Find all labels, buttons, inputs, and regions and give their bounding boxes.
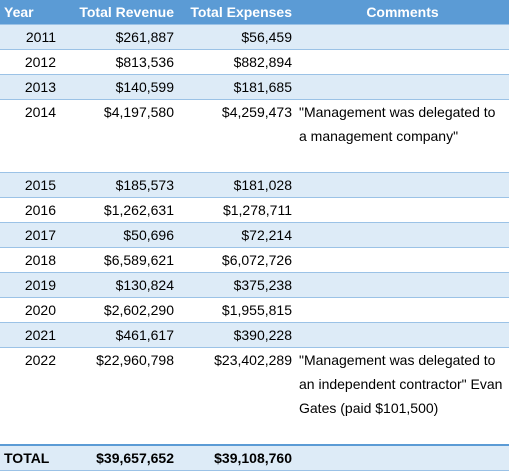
header-year[interactable]: Year bbox=[0, 0, 62, 25]
table-row: 2011 $261,887 $56,459 bbox=[0, 24, 509, 50]
revenue-cell[interactable]: $50,696 bbox=[62, 222, 178, 248]
table-row: 2019 $130,824 $375,238 bbox=[0, 272, 509, 298]
expenses-cell[interactable]: $56,459 bbox=[178, 24, 296, 50]
comment-cell[interactable] bbox=[296, 322, 509, 348]
revenue-cell[interactable]: $130,824 bbox=[62, 272, 178, 298]
year-cell[interactable]: 2012 bbox=[0, 49, 62, 75]
expenses-cell[interactable]: $181,028 bbox=[178, 172, 296, 198]
year-cell[interactable]: 2017 bbox=[0, 222, 62, 248]
comment-cell[interactable] bbox=[296, 49, 509, 75]
expenses-cell[interactable]: $375,238 bbox=[178, 272, 296, 298]
table-row: 2014 $4,197,580 $4,259,473 "Management w… bbox=[0, 99, 509, 173]
revenue-cell[interactable]: $4,197,580 bbox=[62, 99, 178, 173]
table-row: 2018 $6,589,621 $6,072,726 bbox=[0, 247, 509, 273]
year-cell[interactable]: 2013 bbox=[0, 74, 62, 100]
comment-cell[interactable] bbox=[296, 172, 509, 198]
total-comment-cell[interactable] bbox=[296, 444, 509, 471]
year-cell[interactable]: 2022 bbox=[0, 347, 62, 445]
year-cell[interactable]: 2018 bbox=[0, 247, 62, 273]
comment-cell[interactable]: "Management was delegated to a managemen… bbox=[296, 99, 509, 173]
comment-cell[interactable] bbox=[296, 222, 509, 248]
comment-cell[interactable] bbox=[296, 74, 509, 100]
revenue-cell[interactable]: $2,602,290 bbox=[62, 297, 178, 323]
revenue-cell[interactable]: $261,887 bbox=[62, 24, 178, 50]
year-cell[interactable]: 2019 bbox=[0, 272, 62, 298]
table-row: 2020 $2,602,290 $1,955,815 bbox=[0, 297, 509, 323]
header-row: Year Total Revenue Total Expenses Commen… bbox=[0, 0, 509, 25]
header-comments[interactable]: Comments bbox=[296, 0, 509, 25]
comment-cell[interactable]: "Management was delegated to an independ… bbox=[296, 347, 509, 445]
revenue-cell[interactable]: $140,599 bbox=[62, 74, 178, 100]
table-row: 2016 $1,262,631 $1,278,711 bbox=[0, 197, 509, 223]
revenue-cell[interactable]: $22,960,798 bbox=[62, 347, 178, 445]
year-cell[interactable]: 2011 bbox=[0, 24, 62, 50]
year-cell[interactable]: 2021 bbox=[0, 322, 62, 348]
revenue-cell[interactable]: $1,262,631 bbox=[62, 197, 178, 223]
expenses-cell[interactable]: $4,259,473 bbox=[178, 99, 296, 173]
comment-cell[interactable] bbox=[296, 247, 509, 273]
expenses-cell[interactable]: $23,402,289 bbox=[178, 347, 296, 445]
expenses-cell[interactable]: $882,894 bbox=[178, 49, 296, 75]
header-total-expenses[interactable]: Total Expenses bbox=[178, 0, 296, 25]
revenue-cell[interactable]: $6,589,621 bbox=[62, 247, 178, 273]
comment-cell[interactable] bbox=[296, 297, 509, 323]
total-label[interactable]: TOTAL bbox=[0, 444, 62, 471]
revenue-cell[interactable]: $813,536 bbox=[62, 49, 178, 75]
comment-cell[interactable] bbox=[296, 24, 509, 50]
table-row: 2022 $22,960,798 $23,402,289 "Management… bbox=[0, 347, 509, 445]
comment-cell[interactable] bbox=[296, 272, 509, 298]
expenses-cell[interactable]: $1,278,711 bbox=[178, 197, 296, 223]
year-cell[interactable]: 2014 bbox=[0, 99, 62, 173]
revenue-cell[interactable]: $185,573 bbox=[62, 172, 178, 198]
total-expenses-cell[interactable]: $39,108,760 bbox=[178, 444, 296, 471]
expenses-cell[interactable]: $6,072,726 bbox=[178, 247, 296, 273]
comment-cell[interactable] bbox=[296, 197, 509, 223]
table-row: 2017 $50,696 $72,214 bbox=[0, 222, 509, 248]
total-revenue-cell[interactable]: $39,657,652 bbox=[62, 444, 178, 471]
total-row: TOTAL $39,657,652 $39,108,760 bbox=[0, 444, 509, 471]
table-row: 2012 $813,536 $882,894 bbox=[0, 49, 509, 75]
expenses-cell[interactable]: $72,214 bbox=[178, 222, 296, 248]
expenses-cell[interactable]: $181,685 bbox=[178, 74, 296, 100]
year-cell[interactable]: 2016 bbox=[0, 197, 62, 223]
table-row: 2013 $140,599 $181,685 bbox=[0, 74, 509, 100]
expenses-cell[interactable]: $390,228 bbox=[178, 322, 296, 348]
year-cell[interactable]: 2020 bbox=[0, 297, 62, 323]
table-row: 2021 $461,617 $390,228 bbox=[0, 322, 509, 348]
header-total-revenue[interactable]: Total Revenue bbox=[62, 0, 178, 25]
revenue-cell[interactable]: $461,617 bbox=[62, 322, 178, 348]
expenses-cell[interactable]: $1,955,815 bbox=[178, 297, 296, 323]
table-row: 2015 $185,573 $181,028 bbox=[0, 172, 509, 198]
year-cell[interactable]: 2015 bbox=[0, 172, 62, 198]
